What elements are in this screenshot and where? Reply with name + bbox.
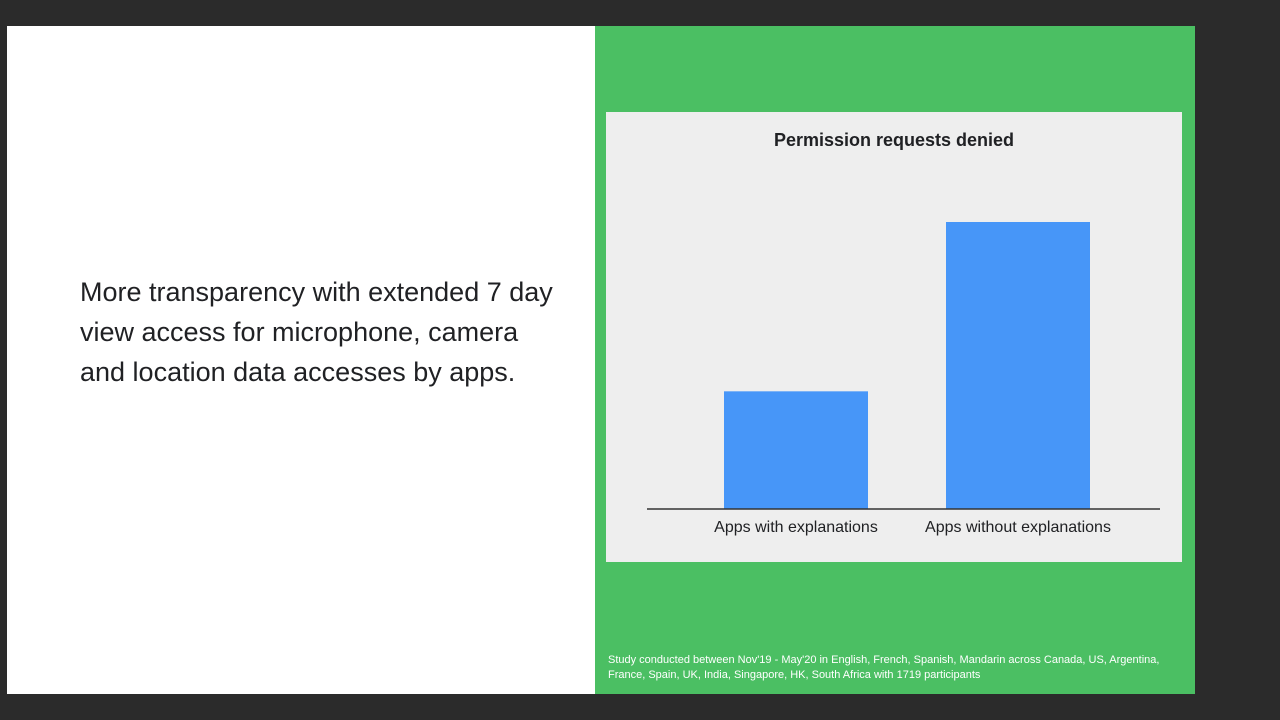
right-panel: Permission requests denied Apps with exp… bbox=[595, 26, 1195, 694]
left-panel: More transparency with extended 7 day vi… bbox=[7, 26, 595, 694]
chart-title: Permission requests denied bbox=[774, 130, 1014, 150]
slide-headline: More transparency with extended 7 day vi… bbox=[80, 277, 553, 387]
bar-apps-without-explanations bbox=[946, 222, 1090, 509]
study-footnote: Study conducted between Nov'19 - May'20 … bbox=[608, 654, 1160, 681]
x-tick-label: Apps without explanations bbox=[925, 519, 1111, 536]
bar-apps-with-explanations bbox=[724, 391, 868, 509]
slide: More transparency with extended 7 day vi… bbox=[7, 26, 1195, 694]
x-tick-label: Apps with explanations bbox=[714, 519, 878, 536]
chart-card: Permission requests denied Apps with exp… bbox=[606, 112, 1182, 562]
bar-chart: Permission requests denied Apps with exp… bbox=[647, 130, 1160, 536]
